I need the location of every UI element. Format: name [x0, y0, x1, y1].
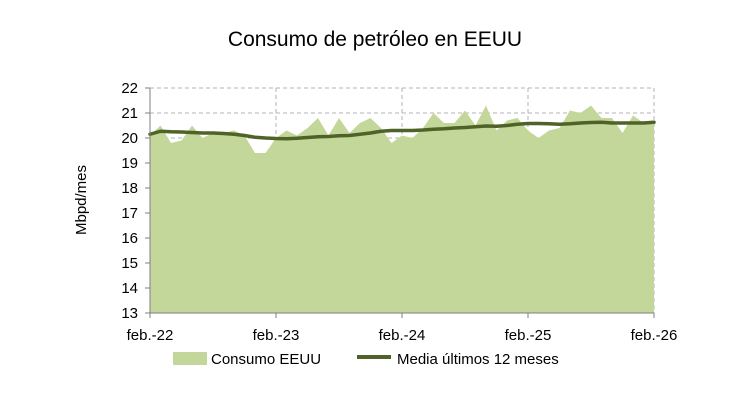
xtick-label-4: feb.-26: [631, 327, 678, 344]
legend-swatch-consumo: [173, 352, 207, 365]
series-area-consumo: [150, 105, 654, 313]
ytick-label-19: 19: [121, 155, 138, 172]
series-line-media: [148, 120, 656, 141]
xtick-label-1: feb.-23: [253, 327, 300, 344]
chart-title: Consumo de petróleo en EEUU: [227, 28, 523, 51]
legend-label-media: Media últimos 12 meses: [397, 351, 559, 368]
tick-labels: 13 14 15 16 17 18 19 20 21 22 feb.-22 feb.-23 feb.-2…: [121, 80, 677, 344]
y-axis-title: Mbpd/mes: [73, 165, 90, 235]
ytick-label-14: 14: [121, 280, 138, 297]
ytick-label-13: 13: [121, 305, 138, 322]
ytick-label-15: 15: [121, 255, 138, 272]
ytick-label-16: 16: [121, 230, 138, 247]
ytick-label-18: 18: [121, 180, 138, 197]
ytick-label-22: 22: [121, 80, 138, 97]
ytick-label-20: 20: [121, 130, 138, 147]
axes: [145, 87, 655, 318]
line-layer: [148, 120, 656, 141]
xtick-label-2: feb.-24: [379, 327, 426, 344]
ytick-label-21: 21: [121, 105, 138, 122]
legend: Consumo EEUU Media últimos 12 meses: [173, 351, 559, 368]
xtick-label-0: feb.-22: [127, 327, 174, 344]
legend-label-consumo: Consumo EEUU: [211, 351, 321, 368]
area-layer: [150, 105, 654, 313]
ytick-label-17: 17: [121, 205, 138, 222]
xtick-label-3: feb.-25: [505, 327, 552, 344]
